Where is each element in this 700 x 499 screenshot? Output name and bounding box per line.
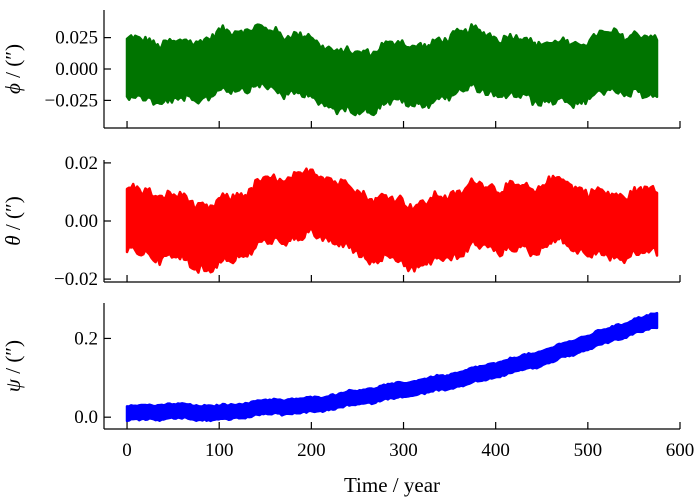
phi-panel: 0.025 0.000 −0.025 ϕ / (″) [1, 10, 681, 129]
y-axis-label: ψ / (″) [1, 340, 25, 392]
y-tick-label: 0.00 [65, 211, 98, 232]
y-axis-symbol: ψ [1, 378, 25, 392]
theta-panel: 0.02 0.00 −0.02 θ / (″) [1, 153, 681, 290]
psi-panel: 0.2 0.0 0 100 200 300 400 500 600 ψ / (″) [1, 303, 694, 461]
y-tick-label: −0.02 [54, 269, 98, 290]
theta-series [125, 167, 659, 274]
x-tick-label: 200 [297, 440, 326, 461]
y-tick-label: −0.025 [45, 90, 98, 111]
y-tick-label: 0.025 [55, 28, 98, 49]
x-tick-label: 100 [205, 440, 234, 461]
x-tick-label: 500 [574, 440, 603, 461]
y-axis-unit: / (″) [1, 44, 25, 83]
y-axis-unit: / (″) [1, 196, 25, 235]
phi-series [125, 23, 659, 117]
psi-series [125, 311, 659, 423]
x-tick-label: 600 [666, 440, 695, 461]
x-tick-label: 400 [481, 440, 510, 461]
y-axis-symbol: θ [1, 235, 25, 245]
y-tick-label: 0.000 [55, 59, 98, 80]
y-tick-label: 0.2 [74, 328, 98, 349]
y-tick-label: 0.0 [74, 407, 98, 428]
x-tick-label: 0 [122, 440, 132, 461]
y-axis-symbol: ϕ [1, 83, 25, 94]
x-tick-label: 300 [389, 440, 418, 461]
y-axis-label: ϕ / (″) [1, 44, 25, 94]
y-tick-label: 0.02 [65, 153, 98, 174]
y-axis-label: θ / (″) [1, 196, 25, 245]
y-axis-unit: / (″) [1, 340, 25, 379]
x-axis-label: Time / year [344, 473, 440, 497]
